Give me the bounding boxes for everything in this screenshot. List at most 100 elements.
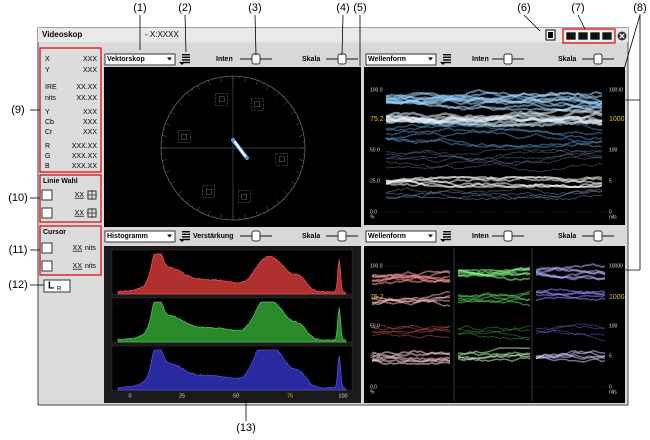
layout-2[interactable] <box>577 31 589 41</box>
list-icon-line <box>443 59 451 61</box>
checkbox[interactable] <box>41 207 53 219</box>
dropdown[interactable] <box>365 230 437 243</box>
dropdown[interactable] <box>365 53 437 66</box>
scale-left-label: 50.0 <box>370 147 380 153</box>
vector-tick <box>181 197 184 200</box>
histogram-axis-label: 100 <box>338 393 347 399</box>
slider-thumb[interactable] <box>503 53 513 65</box>
vector-tick <box>255 80 258 86</box>
waveform-trace <box>535 266 606 275</box>
lr-sub: R <box>57 287 62 293</box>
info-value: XXX <box>83 56 97 63</box>
waveform-trace <box>385 136 603 148</box>
vector-tick <box>196 85 200 91</box>
scale-right-label: 1000 <box>609 294 625 301</box>
callout-line <box>614 14 641 101</box>
list-icon-line <box>443 238 451 241</box>
waveform-trace <box>457 328 531 341</box>
line-value: XX <box>75 210 85 217</box>
vector-trace <box>234 141 246 157</box>
slider-thumb[interactable] <box>593 53 603 65</box>
waveform-trace <box>385 127 603 141</box>
vector-tick <box>255 210 258 216</box>
waveform-trace <box>457 295 531 302</box>
line-value: XX <box>75 192 85 199</box>
vector-target <box>250 98 264 111</box>
waveform-trace <box>386 137 603 148</box>
callout-box <box>39 174 102 223</box>
list-icon-line <box>443 61 451 64</box>
callout-number: (3) <box>248 2 261 14</box>
slider-thumb[interactable] <box>503 230 513 242</box>
slider-thumb[interactable] <box>593 230 603 242</box>
waveform-trace <box>535 291 606 297</box>
info-label: B <box>45 163 50 170</box>
waveform-trace <box>457 325 531 332</box>
slider-thumb[interactable] <box>337 230 347 242</box>
vectorscope <box>104 67 361 227</box>
list-icon-line <box>182 233 190 235</box>
waveform-trace <box>385 194 603 201</box>
vector-tick <box>300 129 303 131</box>
vector-tick <box>295 170 301 173</box>
vector-tick <box>162 135 168 137</box>
vector-tick <box>170 181 176 185</box>
cursor-unit: nits <box>85 263 96 270</box>
cursor-value: XX <box>73 263 83 270</box>
list-icon-arrow[interactable] <box>440 62 446 65</box>
list-icon-line <box>182 231 190 233</box>
info-label: nits <box>45 95 56 102</box>
vector-tick <box>173 187 176 190</box>
scale-right-label: 0 <box>609 384 612 390</box>
vector-tick <box>290 111 296 115</box>
waveform-trace <box>535 350 606 359</box>
dropdown[interactable] <box>104 230 176 243</box>
callout-line <box>341 14 344 56</box>
list-icon-arrow[interactable] <box>179 239 185 242</box>
info-label: Cb <box>45 119 54 126</box>
window-title: Videoskop <box>42 30 82 39</box>
lr-button[interactable] <box>43 279 71 293</box>
histogram-axis-label: 0 <box>128 393 131 399</box>
slider-label: Skala <box>558 56 576 63</box>
vector-tick <box>298 159 304 161</box>
layout-3[interactable] <box>589 31 601 41</box>
checkbox[interactable] <box>41 242 53 254</box>
vector-tick <box>284 190 289 195</box>
vector-target-inner <box>219 96 225 103</box>
info-label: Cr <box>45 129 53 136</box>
vector-tick <box>296 177 299 179</box>
vector-tick <box>191 205 194 208</box>
layout-1[interactable] <box>565 31 577 41</box>
dropdown-label: Wellenform <box>368 56 406 63</box>
waveform-trace <box>385 149 603 163</box>
list-icon-line <box>443 236 451 238</box>
slider-label: Inten <box>216 56 233 63</box>
waveform-trace <box>386 127 603 144</box>
slider-thumb[interactable] <box>337 53 347 65</box>
slider-thumb[interactable] <box>251 230 261 242</box>
vector-tick <box>167 117 170 119</box>
vector-target <box>215 93 229 106</box>
info-value: XXX.XX <box>72 153 98 160</box>
checkbox[interactable] <box>41 260 53 272</box>
list-icon-arrow[interactable] <box>440 239 446 242</box>
waveform-trace <box>385 123 603 136</box>
layout-4[interactable] <box>601 31 613 41</box>
scale-left-label: % <box>370 389 375 395</box>
waveform-trace <box>371 275 451 284</box>
slider-thumb[interactable] <box>251 53 261 65</box>
checkbox[interactable] <box>41 189 53 201</box>
waveform-trace <box>385 91 603 100</box>
close-x <box>619 33 625 39</box>
vector-tick <box>298 135 304 137</box>
dropdown[interactable] <box>104 53 176 66</box>
vector-tick <box>290 181 296 185</box>
list-icon-line <box>443 231 451 233</box>
list-icon-arrow[interactable] <box>179 62 185 65</box>
waveform-trace <box>457 325 531 336</box>
vector-tick <box>272 88 275 91</box>
info-label: Y <box>45 67 50 74</box>
info-label: X <box>45 56 50 63</box>
cursor-value: XX <box>73 245 83 252</box>
